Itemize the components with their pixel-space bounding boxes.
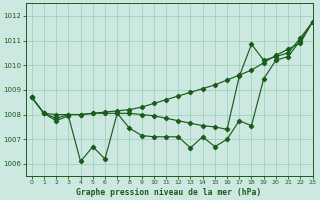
X-axis label: Graphe pression niveau de la mer (hPa): Graphe pression niveau de la mer (hPa): [76, 188, 262, 197]
